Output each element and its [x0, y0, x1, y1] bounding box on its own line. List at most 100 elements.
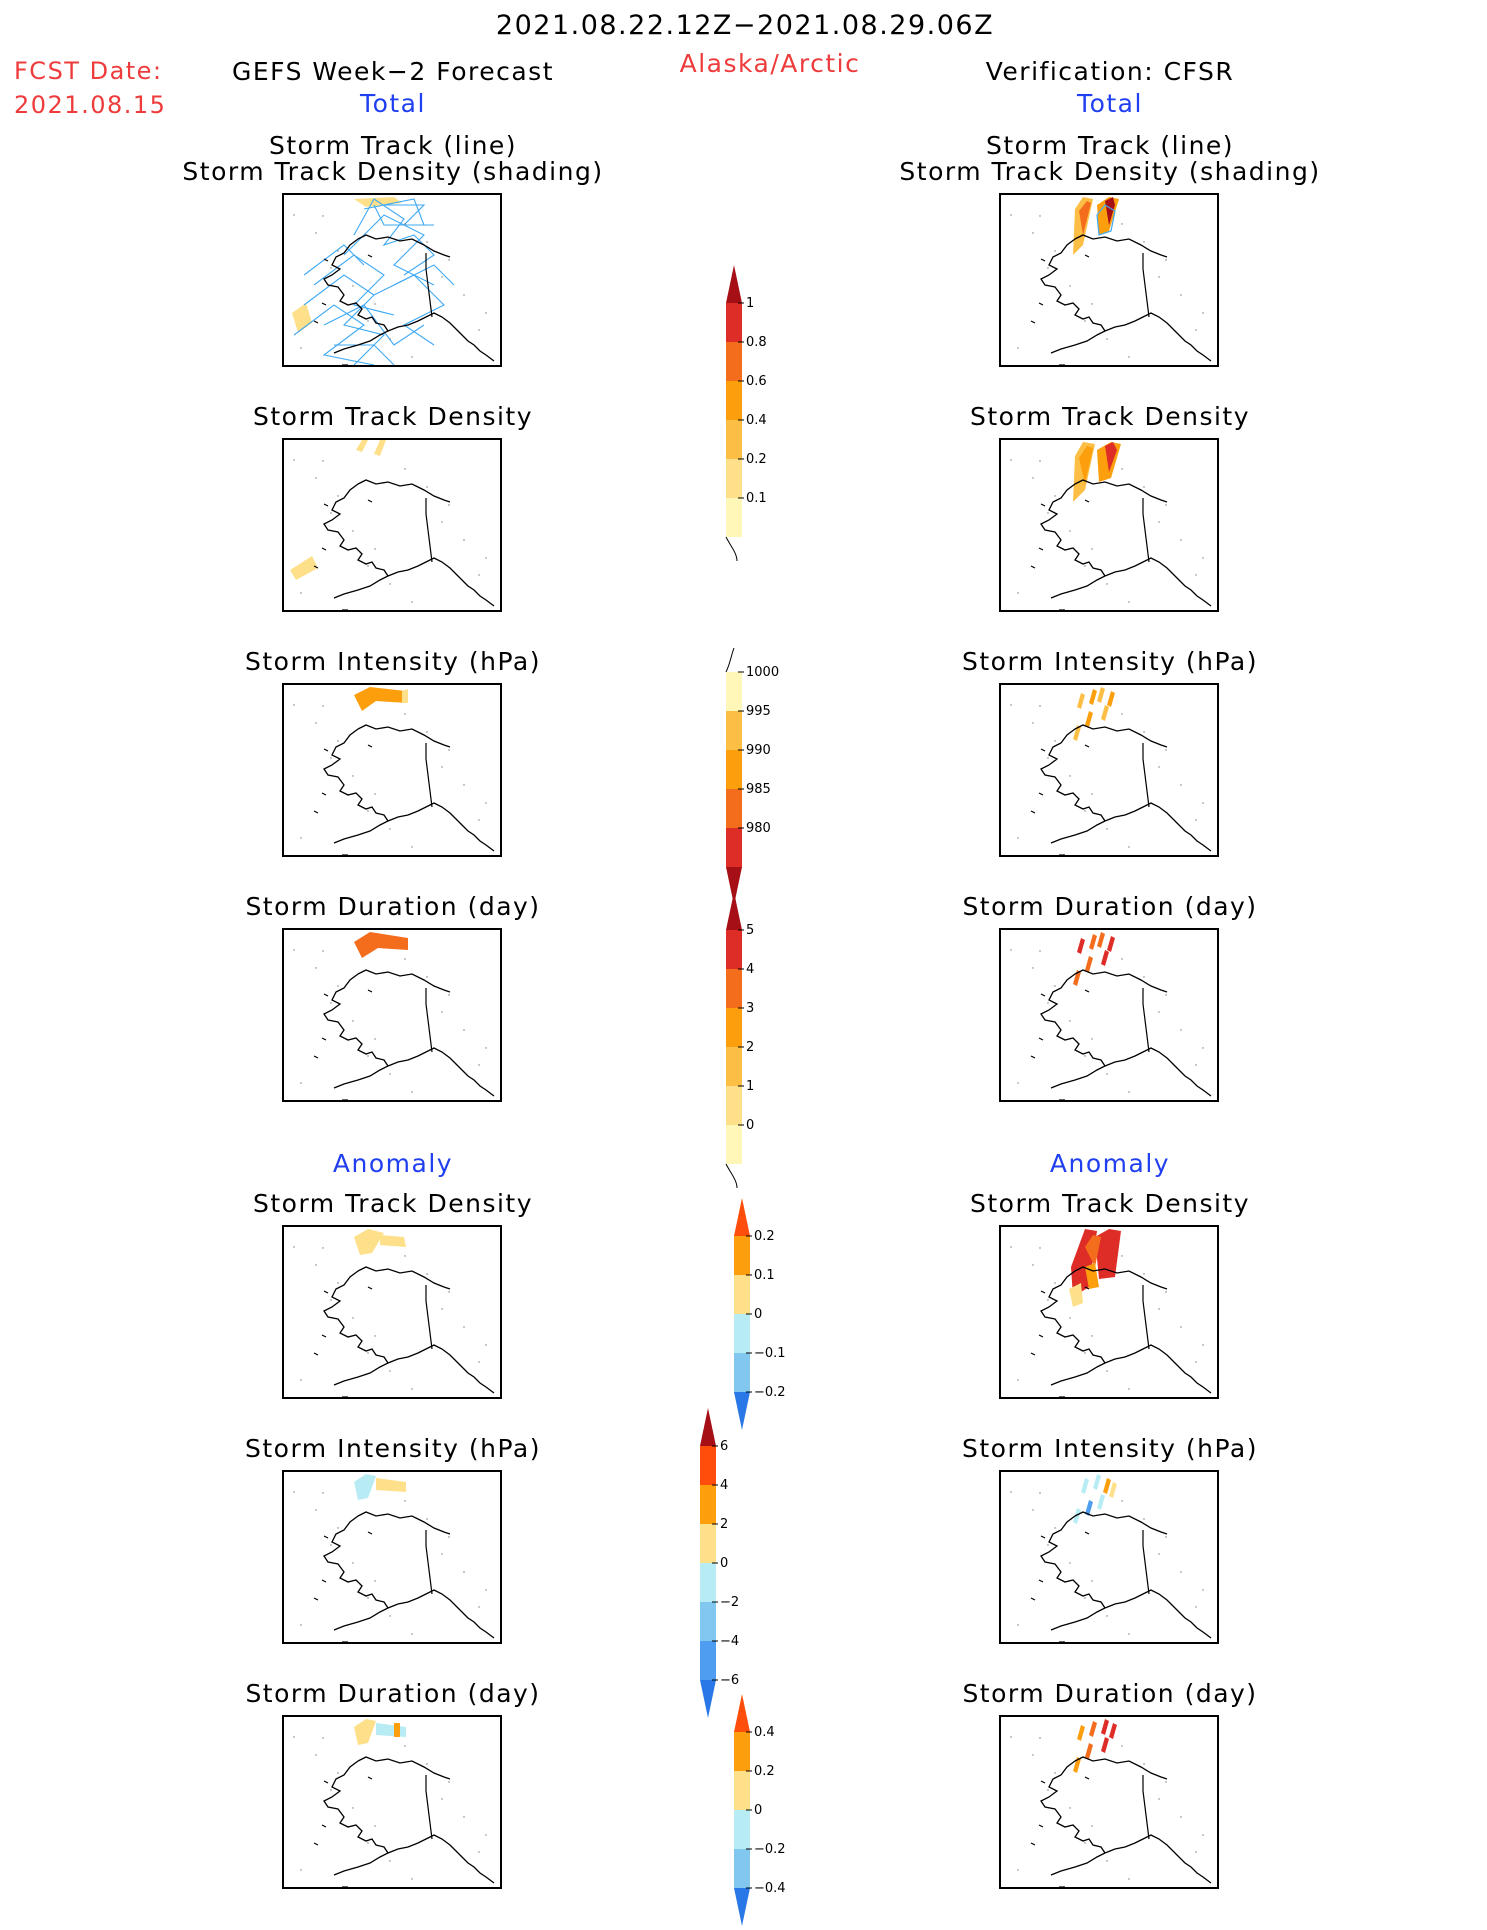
- grid-dot: [478, 574, 480, 576]
- colorbar-segment: [700, 1602, 716, 1641]
- alaska-coastline: [323, 1266, 495, 1394]
- grid-dot: [404, 223, 406, 225]
- colorbar-tick-label: 980: [746, 821, 771, 836]
- colorbar-tick-label: −0.1: [754, 1346, 786, 1361]
- grid-dot: [293, 1736, 295, 1738]
- island-outline: [1040, 503, 1046, 507]
- anomaly-shade: [1103, 1478, 1111, 1494]
- colorbar-segment: [726, 381, 742, 420]
- grid-dot: [300, 1082, 302, 1084]
- grid-dot: [367, 565, 369, 567]
- canada-border-line: [1142, 1285, 1150, 1350]
- island-outline: [1040, 258, 1046, 262]
- grid-dot: [1069, 775, 1071, 777]
- alaska-coastline: [1040, 234, 1212, 362]
- anomaly-shade: [1081, 1478, 1089, 1494]
- canada-border-line: [425, 253, 433, 318]
- grid-dot: [389, 338, 391, 340]
- verification-title: Verification: CFSR: [985, 57, 1235, 86]
- grid-dot: [441, 1308, 443, 1310]
- colorbar-tick-label: 1: [746, 1079, 754, 1094]
- grid-dot: [1054, 740, 1056, 742]
- grid-dot: [322, 950, 324, 952]
- storm-track-line: [303, 274, 386, 365]
- grid-dot: [1047, 1789, 1049, 1791]
- grid-dot: [1121, 1255, 1123, 1257]
- map-panel-intensity-right: [999, 683, 1219, 857]
- map-panel-density-anom-left: [282, 1225, 502, 1399]
- grid-dot: [1106, 1860, 1108, 1862]
- grid-dot: [1165, 1291, 1167, 1293]
- island-outline: [1030, 1597, 1036, 1601]
- anomaly-shade: [380, 1235, 406, 1247]
- anomaly-shade: [376, 1723, 406, 1737]
- grid-dot: [1091, 1580, 1093, 1582]
- anomaly-label-right: Anomaly: [1049, 1149, 1171, 1178]
- colorbar-duration-anomaly: 0.4 0.2 0 −0.2 −0.4: [734, 1694, 810, 1930]
- grid-dot: [1195, 574, 1197, 576]
- grid-dot: [322, 1737, 324, 1739]
- colorbar-segment: [700, 1485, 716, 1524]
- grid-dot: [1121, 713, 1123, 715]
- colorbar-svg: 1 0.8 0.6 0.4 0.2 0.1: [725, 265, 767, 562]
- grid-dot: [300, 592, 302, 594]
- grid-dot: [1143, 1518, 1145, 1520]
- canada-border-line: [1142, 988, 1150, 1053]
- grid-dot: [1195, 329, 1197, 331]
- colorbar-tick-label: 0.2: [754, 1229, 775, 1244]
- grid-dot: [485, 1047, 487, 1049]
- duration-shade: [1107, 936, 1115, 952]
- density-shade: [1079, 201, 1091, 235]
- grid-dot: [426, 486, 428, 488]
- grid-dot: [426, 1518, 428, 1520]
- colorbar-tick-label: 0: [720, 1556, 728, 1571]
- grid-dot: [374, 548, 376, 550]
- alaska-coastline: [1040, 479, 1212, 607]
- grid-dot: [389, 1073, 391, 1075]
- grid-dot: [300, 1379, 302, 1381]
- grid-dot: [1047, 267, 1049, 269]
- colorbar-segment: [726, 1047, 742, 1086]
- alaska-coastline: [1040, 969, 1212, 1097]
- grid-dot: [315, 477, 317, 479]
- grid-dot: [1180, 539, 1182, 541]
- island-outline: [321, 792, 327, 796]
- colorbar-tick-label: 0.2: [754, 1764, 775, 1779]
- grid-dot: [1010, 214, 1012, 216]
- grid-dot: [1054, 1282, 1056, 1284]
- grid-dot: [1202, 1047, 1204, 1049]
- map-base: [293, 1246, 495, 1397]
- colorbar-tick-label: −0.2: [754, 1385, 786, 1400]
- alaska-coastline: [1040, 1756, 1212, 1884]
- grid-dot: [448, 504, 450, 506]
- map-base: [293, 214, 495, 365]
- canada-border-line: [425, 498, 433, 563]
- colorbar-segment: [726, 342, 742, 381]
- grid-dot: [1084, 1842, 1086, 1844]
- grid-dot: [441, 521, 443, 523]
- colorbar-tail: [725, 536, 738, 562]
- grid-dot: [463, 1029, 465, 1031]
- grid-dot: [1106, 1073, 1108, 1075]
- canada-border-line: [425, 1285, 433, 1350]
- colorbar-segment: [734, 1236, 750, 1275]
- grid-dot: [1202, 1344, 1204, 1346]
- island-outline: [313, 1055, 319, 1059]
- grid-dot: [293, 1491, 295, 1493]
- island-outline: [367, 1776, 373, 1780]
- grid-dot: [1017, 347, 1019, 349]
- intensity-shade: [1073, 725, 1081, 741]
- grid-dot: [1039, 705, 1041, 707]
- colorbar-tick-label: 0.6: [746, 374, 767, 389]
- island-outline: [321, 1824, 327, 1828]
- grid-dot: [374, 1038, 376, 1040]
- colorbar-tick-label: 2: [746, 1040, 754, 1055]
- colorbar-segment: [726, 459, 742, 498]
- grid-dot: [1128, 1388, 1130, 1390]
- island-outline: [1084, 499, 1090, 503]
- storm-track-line: [323, 304, 425, 346]
- map-panel-density-anom-right: [999, 1225, 1219, 1399]
- grid-dot: [1010, 459, 1012, 461]
- grid-dot: [315, 232, 317, 234]
- duration-shade: [354, 932, 408, 958]
